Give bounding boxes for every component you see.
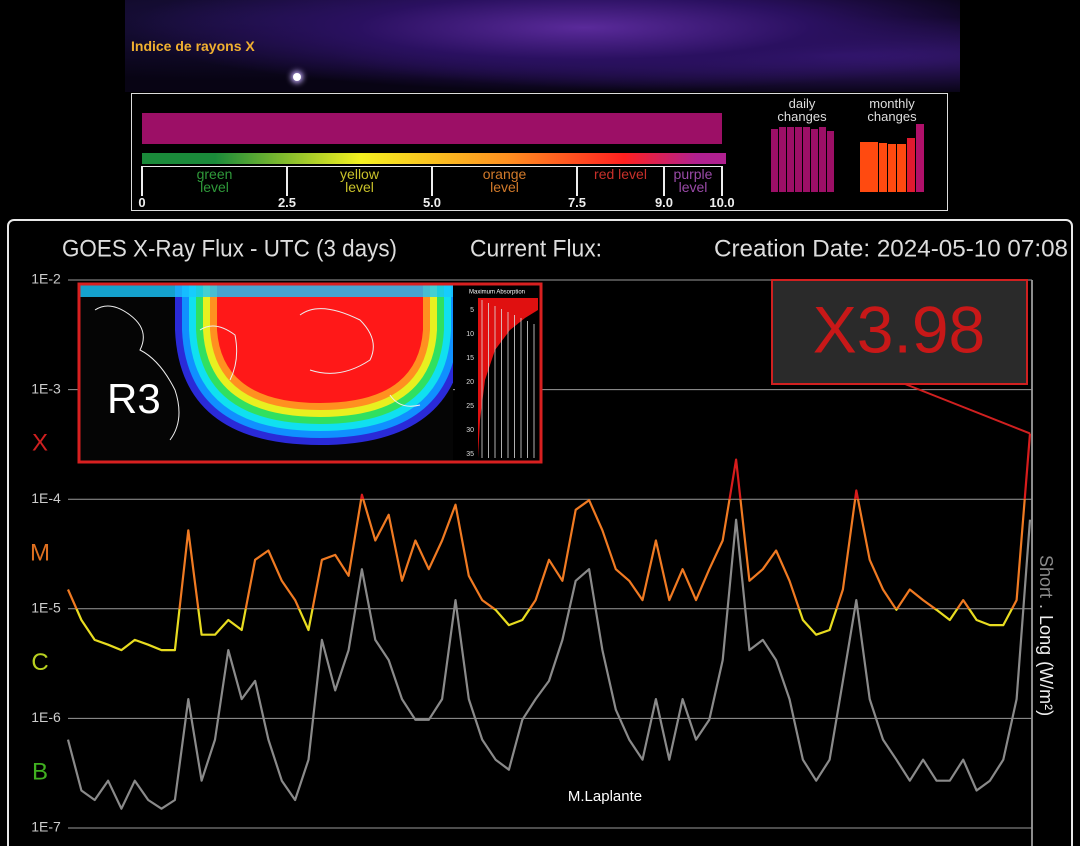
daily-change-bar: [779, 126, 786, 192]
coastlines: [94, 305, 421, 441]
series-line: [66, 433, 1032, 652]
y-tick-label: 1E-5: [31, 600, 61, 616]
current-flux-label: Current Flux:: [470, 235, 602, 262]
absorption-region: [80, 285, 453, 445]
inset-scale-label: 35: [466, 451, 474, 458]
y-tick-label: 1E-2: [31, 271, 61, 287]
scale-tick-label: 7.5: [567, 195, 587, 210]
scale-tick: [431, 166, 433, 196]
scale-tick-label: 5.0: [422, 195, 442, 210]
y-tick-label: 1E-4: [31, 490, 61, 506]
level-label: red level: [594, 166, 647, 182]
absorption-band: [217, 285, 423, 403]
scale-tick: [721, 166, 723, 196]
scale-tick-label: 9.0: [654, 195, 674, 210]
scale-tick: [141, 166, 143, 196]
flare-class-label: C: [31, 649, 48, 676]
monthly-change-bar: [878, 143, 888, 192]
monthly-change-bar: [906, 138, 915, 192]
monthly-changes-label: monthly changes: [867, 96, 917, 124]
y-axis-label: (W/m²): [1036, 661, 1056, 716]
monthly-change-bar: [869, 141, 878, 192]
inset-scale-label: 25: [466, 403, 474, 410]
legend-separator: .: [1036, 604, 1056, 609]
annotation-text: X3.98: [813, 292, 985, 366]
level-label: purple level: [673, 166, 713, 195]
daily-change-bar: [819, 126, 826, 192]
page-title: Indice de rayons X: [131, 38, 255, 54]
y-tick-label: 1E-3: [31, 380, 61, 396]
creation-date: Creation Date: 2024-05-10 07:08: [714, 235, 1068, 262]
vertical-legend: Short. Long (W/m²): [1036, 555, 1056, 716]
inset-scale-label: 20: [466, 379, 474, 386]
absorption-top-band: [80, 285, 453, 297]
chart-title: GOES X-Ray Flux - UTC (3 days): [62, 235, 397, 262]
annotation-leader: [904, 383, 1031, 435]
flare-class-label: B: [32, 759, 48, 786]
scale-tick: [663, 166, 665, 196]
legend-entry: Short: [1036, 555, 1056, 598]
inset-scale-fill: [478, 298, 538, 458]
inset-border: [77, 282, 543, 464]
nebula-banner: [125, 0, 960, 92]
y-tick-label: 1E-7: [31, 819, 61, 835]
annotation-box: [771, 279, 1028, 385]
level-label: orange level: [482, 166, 527, 195]
legend-entry: Long: [1036, 615, 1056, 655]
scale-tick-label: 0: [138, 195, 146, 210]
daily-change-bar: [771, 128, 778, 192]
scale-tick: [286, 166, 288, 196]
monthly-change-bar: [897, 143, 906, 192]
daily-change-bar: [811, 128, 818, 192]
inset-scale-label: 30: [466, 427, 474, 434]
inset-scale-label: 15: [466, 355, 474, 362]
daily-change-bar: [787, 126, 794, 192]
level-label: green level: [196, 166, 233, 195]
inset-scale-label: 5: [470, 307, 474, 314]
inset-region-label: R3: [107, 375, 161, 422]
inset-scale-title: Maximum Absorption: [469, 290, 525, 296]
y-tick-label: 1E-6: [31, 709, 61, 725]
scale-tick: [576, 166, 578, 196]
daily-changes-label: daily changes: [777, 96, 827, 124]
monthly-change-bar: [887, 144, 897, 192]
index-bar: [142, 113, 722, 144]
series-line: [66, 518, 1032, 810]
scale-tick-label: 2.5: [277, 195, 297, 210]
scale-tick-label: 10.0: [709, 195, 735, 210]
flare-class-label: X: [32, 430, 48, 457]
flare-class-label: M: [30, 539, 50, 566]
star: [293, 73, 301, 81]
monthly-change-bar: [915, 124, 925, 192]
inset-scale-label: 10: [466, 331, 474, 338]
credit: M.Laplante: [568, 788, 642, 805]
level-label: yellow level: [340, 166, 379, 195]
monthly-change-bar: [860, 141, 869, 192]
absorption-inset: 5 10 15 20 25 30 35: [77, 282, 543, 464]
gradient-bar: [142, 153, 726, 164]
daily-change-bar: [795, 126, 802, 192]
daily-change-bar: [827, 131, 834, 192]
daily-change-bar: [803, 126, 810, 192]
